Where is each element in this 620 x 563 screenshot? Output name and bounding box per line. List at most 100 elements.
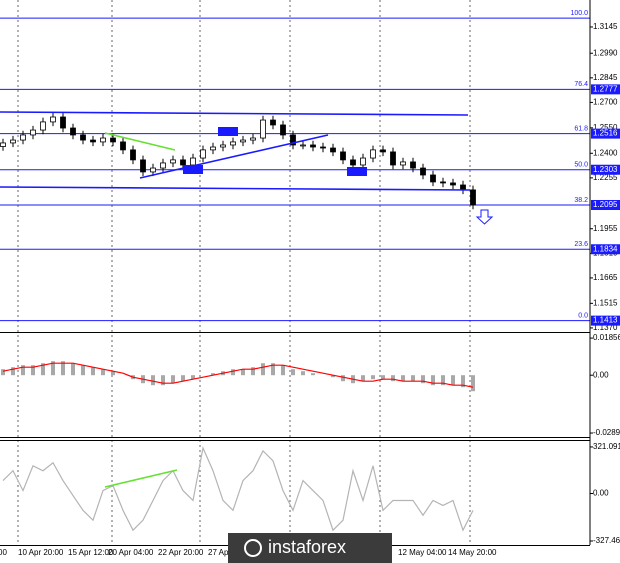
y-tick-label: 1.3145	[593, 22, 618, 31]
histogram-bar	[441, 375, 445, 386]
indicator-line	[2, 445, 474, 532]
candle-body	[130, 149, 136, 161]
y-tick-label: 1.2550	[593, 123, 618, 132]
histogram-bar	[101, 369, 105, 376]
histogram-bar	[301, 371, 305, 376]
candle-body	[60, 116, 66, 129]
candle-body	[270, 119, 276, 126]
candle-body	[120, 141, 126, 151]
candle-body	[380, 149, 386, 153]
candle-body	[440, 181, 446, 184]
histogram-bar	[171, 375, 175, 384]
histogram-bar	[391, 375, 395, 382]
candle-body	[350, 159, 356, 166]
y-tick-label: -0.02892	[593, 428, 620, 437]
histogram-bar	[211, 373, 215, 376]
x-tick-label: 00	[0, 548, 7, 557]
price-box	[591, 128, 620, 139]
price-box-label: 1.1834	[593, 244, 618, 253]
y-tick-label: 1.2845	[593, 73, 618, 82]
histogram-bar	[161, 375, 165, 386]
candle-body	[390, 151, 396, 166]
candle-body	[150, 167, 156, 173]
y-tick-label: 1.1370	[593, 323, 618, 332]
candle-body	[230, 141, 236, 146]
histogram-bar	[21, 365, 25, 376]
histogram-bar	[181, 375, 185, 382]
candle-body	[10, 139, 16, 144]
histogram-bar	[31, 365, 35, 376]
y-tick-label: -327.463	[593, 536, 620, 545]
marker-box	[183, 165, 203, 174]
fib-label: 61.8	[574, 125, 588, 132]
marker-box	[218, 127, 238, 136]
price-box-label: 1.2095	[593, 200, 618, 209]
candle-body	[410, 161, 416, 169]
candle-body	[80, 134, 86, 141]
histogram-bar	[251, 367, 255, 376]
histogram-bar	[281, 365, 285, 376]
histogram-bar	[1, 369, 5, 376]
watermark-box	[228, 533, 392, 563]
y-tick-label: 0.00	[593, 489, 609, 498]
histogram-bar	[111, 371, 115, 376]
y-tick-label: 1.2990	[593, 48, 618, 57]
candle-body	[450, 182, 456, 186]
fib-label: 0.0	[578, 312, 588, 319]
candle-body	[240, 139, 246, 143]
price-box-label: 1.1413	[593, 316, 618, 325]
candle-body	[220, 144, 226, 148]
histogram-bar	[151, 375, 155, 386]
histogram-bar	[71, 363, 75, 376]
histogram-bar	[361, 375, 365, 382]
x-tick-label: 14 May 20:00	[448, 548, 497, 557]
histogram-bar	[381, 375, 385, 380]
candle-body	[360, 157, 366, 166]
histogram-bar	[81, 365, 85, 376]
histogram-bar	[51, 361, 55, 376]
y-tick-label: 1.2400	[593, 148, 618, 157]
price-box	[591, 199, 620, 210]
histogram-bar	[91, 367, 95, 376]
histogram-bar	[41, 363, 45, 376]
x-tick-label: 12 May 04:00	[398, 548, 447, 557]
histogram-bar	[231, 369, 235, 376]
histogram-bar	[371, 375, 375, 380]
candle-body	[140, 159, 146, 173]
candle-body	[430, 174, 436, 183]
x-tick-label: 20 Apr 04:00	[108, 548, 154, 557]
candle-body	[470, 189, 476, 206]
price-box	[591, 244, 620, 255]
histogram-bar	[191, 375, 195, 380]
frame	[0, 0, 591, 546]
marker-box	[347, 167, 367, 176]
fib-label: 38.2	[574, 197, 588, 204]
candle-body	[70, 127, 76, 136]
candle-body	[190, 157, 196, 166]
histogram-bar	[431, 375, 435, 386]
candle-body	[290, 134, 296, 146]
x-tick-label: 15 Apr 12:00	[68, 548, 114, 557]
histogram-bar	[451, 375, 455, 386]
y-tick-label: 1.2255	[593, 173, 618, 182]
histogram-bar	[311, 373, 315, 376]
candle-body	[200, 149, 206, 159]
indicator-line	[2, 362, 474, 388]
watermark: instaforex	[228, 533, 392, 563]
x-tick-label: 22 Apr 20:00	[158, 548, 204, 557]
candle-body	[180, 159, 186, 166]
candle-body	[340, 151, 346, 161]
candle-body	[300, 144, 306, 147]
watermark-logo	[244, 539, 262, 557]
price-box	[591, 164, 620, 175]
y-tick-label: 0.00	[593, 370, 609, 379]
price-box-label: 1.2303	[593, 165, 618, 174]
histogram-bar	[241, 369, 245, 376]
histogram-bar	[411, 375, 415, 382]
histogram-bar	[341, 375, 345, 382]
price-box-label: 1.2777	[593, 84, 618, 93]
divergence-line	[104, 469, 178, 488]
fib-label: 23.6	[574, 241, 588, 248]
candle-body	[320, 146, 326, 149]
